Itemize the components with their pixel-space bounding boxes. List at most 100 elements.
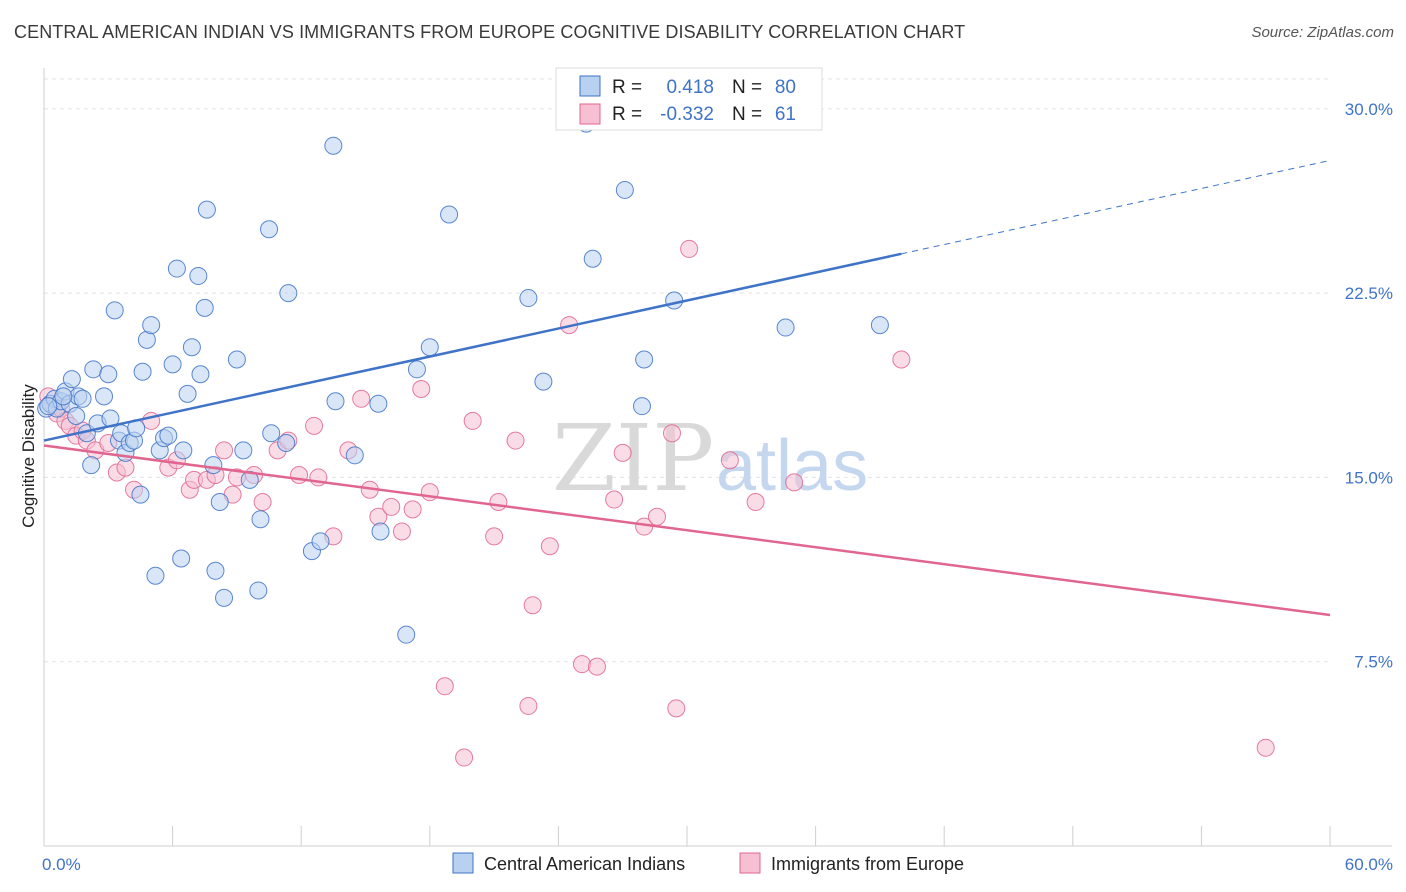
y-axis-label: Cognitive Disability bbox=[19, 384, 38, 528]
central-american-point-40 bbox=[195, 298, 214, 317]
y-tick-label-0: 7.5% bbox=[1354, 653, 1393, 672]
central-american-point-64 bbox=[420, 338, 439, 357]
europe-point-36 bbox=[382, 497, 401, 516]
central-american-point-32 bbox=[163, 355, 182, 374]
central-american-point-61 bbox=[371, 522, 390, 541]
central-american-point-51 bbox=[260, 220, 279, 239]
europe-point-62 bbox=[785, 473, 804, 492]
central-american-point-66 bbox=[519, 289, 538, 308]
central-american-point-38 bbox=[189, 266, 208, 285]
europe-point-56 bbox=[647, 507, 666, 526]
central-american-point-76 bbox=[870, 316, 889, 335]
legend-swatch-central-american bbox=[452, 852, 474, 874]
y-axis-label-group: Cognitive Disability bbox=[19, 384, 38, 528]
europe-point-49 bbox=[540, 537, 559, 556]
europe-point-43 bbox=[463, 411, 482, 430]
central-american-point-65 bbox=[440, 205, 459, 224]
central-american-point-27 bbox=[142, 316, 161, 335]
central-american-point-58 bbox=[326, 392, 345, 411]
central-american-point-12 bbox=[82, 456, 101, 475]
watermark-zip: ZIP bbox=[552, 405, 714, 512]
europe-point-39 bbox=[412, 379, 431, 398]
central-american-point-47 bbox=[234, 441, 253, 460]
europe-point-64 bbox=[1256, 738, 1275, 757]
central-american-point-42 bbox=[204, 456, 223, 475]
y-tick-labels: 7.5% 15.0% 22.5% 30.0% bbox=[1345, 100, 1393, 672]
central-american-point-41 bbox=[197, 200, 216, 219]
central-american-point-57 bbox=[324, 136, 343, 155]
axes bbox=[43, 68, 1392, 847]
central-american-point-52 bbox=[262, 424, 281, 443]
legend-swatch-europe bbox=[739, 852, 761, 874]
europe-point-48 bbox=[523, 596, 542, 615]
central-american-point-56 bbox=[311, 532, 330, 551]
central-american-point-60 bbox=[369, 394, 388, 413]
europe-point-58 bbox=[667, 699, 686, 718]
trend-line-central-american-extension bbox=[901, 159, 1331, 255]
central-american-point-59 bbox=[345, 446, 364, 465]
europe-point-46 bbox=[506, 431, 525, 450]
europe-point-29 bbox=[305, 416, 324, 435]
x-tick-labels: 0.0% 60.0% bbox=[42, 855, 1393, 874]
central-american-point-35 bbox=[174, 441, 193, 460]
trend-lines bbox=[43, 159, 1331, 617]
europe-point-33 bbox=[352, 389, 371, 408]
europe-point-42 bbox=[455, 748, 474, 767]
europe-point-57 bbox=[662, 424, 681, 443]
europe-point-37 bbox=[392, 522, 411, 541]
chart-title: CENTRAL AMERICAN INDIAN VS IMMIGRANTS FR… bbox=[14, 22, 966, 42]
central-american-point-46 bbox=[227, 350, 246, 369]
central-american-point-70 bbox=[615, 180, 634, 199]
central-american-point-69 bbox=[583, 249, 602, 268]
legend-label-central-american: Central American Indians bbox=[484, 854, 685, 874]
central-american-point-13 bbox=[84, 360, 103, 379]
stats-swatch-blue bbox=[579, 75, 601, 97]
central-american-point-18 bbox=[105, 301, 124, 320]
trend-line-europe bbox=[43, 444, 1331, 617]
central-american-point-75 bbox=[776, 318, 795, 337]
stats-n-label-1: N = bbox=[732, 77, 762, 98]
series-central-american-points bbox=[37, 109, 889, 644]
central-american-point-62 bbox=[397, 625, 416, 644]
central-american-point-36 bbox=[178, 384, 197, 403]
central-american-point-73 bbox=[665, 291, 684, 310]
europe-point-53 bbox=[605, 490, 624, 509]
stats-swatch-pink bbox=[579, 103, 601, 125]
central-american-point-44 bbox=[210, 493, 229, 511]
central-american-point-25 bbox=[133, 362, 152, 381]
europe-point-38 bbox=[403, 500, 422, 519]
europe-point-41 bbox=[435, 677, 454, 696]
x-tick-label-max: 60.0% bbox=[1345, 855, 1393, 874]
central-american-point-31 bbox=[159, 426, 178, 445]
europe-point-59 bbox=[680, 239, 699, 258]
y-tick-label-1: 15.0% bbox=[1345, 468, 1393, 487]
europe-point-52 bbox=[587, 657, 606, 676]
europe-point-45 bbox=[489, 493, 508, 511]
x-tick-label-min: 0.0% bbox=[42, 855, 81, 874]
central-american-point-72 bbox=[632, 397, 651, 416]
central-american-point-43 bbox=[206, 561, 225, 580]
legend-label-europe: Immigrants from Europe bbox=[771, 854, 964, 874]
watermark: ZIP atlas bbox=[552, 405, 868, 512]
central-american-point-10 bbox=[73, 389, 92, 408]
central-american-point-50 bbox=[251, 510, 270, 529]
europe-point-25 bbox=[253, 493, 272, 511]
grid-lines bbox=[44, 78, 1330, 663]
stats-r-value-1: 0.418 bbox=[666, 77, 714, 98]
central-american-point-45 bbox=[215, 588, 234, 607]
stats-n-label-2: N = bbox=[732, 104, 762, 125]
central-american-point-24 bbox=[131, 485, 150, 504]
stats-r-label-2: R = bbox=[612, 104, 642, 125]
central-american-point-54 bbox=[279, 284, 298, 303]
stats-n-value-1: 80 bbox=[775, 77, 796, 98]
y-tick-label-3: 30.0% bbox=[1345, 100, 1393, 119]
central-american-point-77 bbox=[39, 397, 58, 416]
europe-point-54 bbox=[613, 443, 632, 462]
y-tick-label-2: 22.5% bbox=[1345, 284, 1393, 303]
europe-point-51 bbox=[572, 655, 591, 674]
stats-r-value-2: -0.332 bbox=[660, 104, 714, 125]
central-american-point-37 bbox=[182, 338, 201, 357]
europe-point-61 bbox=[746, 493, 765, 511]
central-american-point-49 bbox=[249, 581, 268, 600]
